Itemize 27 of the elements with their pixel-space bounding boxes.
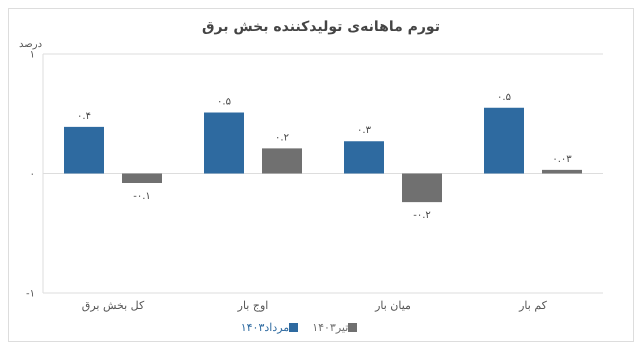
data-label: ۰.۰۳ — [552, 154, 572, 165]
x-tick-label: کم بار — [518, 298, 548, 312]
bar — [402, 174, 442, 202]
data-label: ۰.۵ — [497, 92, 511, 103]
data-label: ۰.۳ — [357, 125, 372, 136]
data-label: ۰.۴ — [77, 110, 91, 122]
bar — [344, 141, 384, 174]
bar — [484, 108, 524, 174]
data-label: ۰.۲ — [275, 132, 289, 144]
x-tick-label: اوج بار — [236, 298, 268, 312]
y-tick-label: -۱ — [26, 288, 35, 300]
data-label: -۰.۲ — [413, 210, 431, 222]
data-label: -۰.۱ — [133, 191, 151, 202]
bar — [262, 148, 302, 174]
x-tick-label: کل بخش برق — [82, 298, 145, 312]
bar — [542, 170, 582, 174]
data-label: ۰.۵ — [217, 96, 231, 108]
y-tick-label: ۰ — [30, 169, 35, 180]
chart-title: تورم ماهانه‌ی تولیدکننده بخش برق — [201, 19, 441, 35]
bar — [204, 112, 244, 174]
x-tick-label: میان بار — [374, 298, 412, 312]
bar — [122, 174, 162, 184]
legend-label: تیر۱۴۰۳ — [312, 321, 348, 334]
bar — [64, 126, 104, 174]
y-axis-title: درصد — [19, 39, 42, 50]
y-tick-label: ۱ — [30, 50, 35, 61]
legend-label: مرداد۱۴۰۳ — [240, 321, 290, 334]
